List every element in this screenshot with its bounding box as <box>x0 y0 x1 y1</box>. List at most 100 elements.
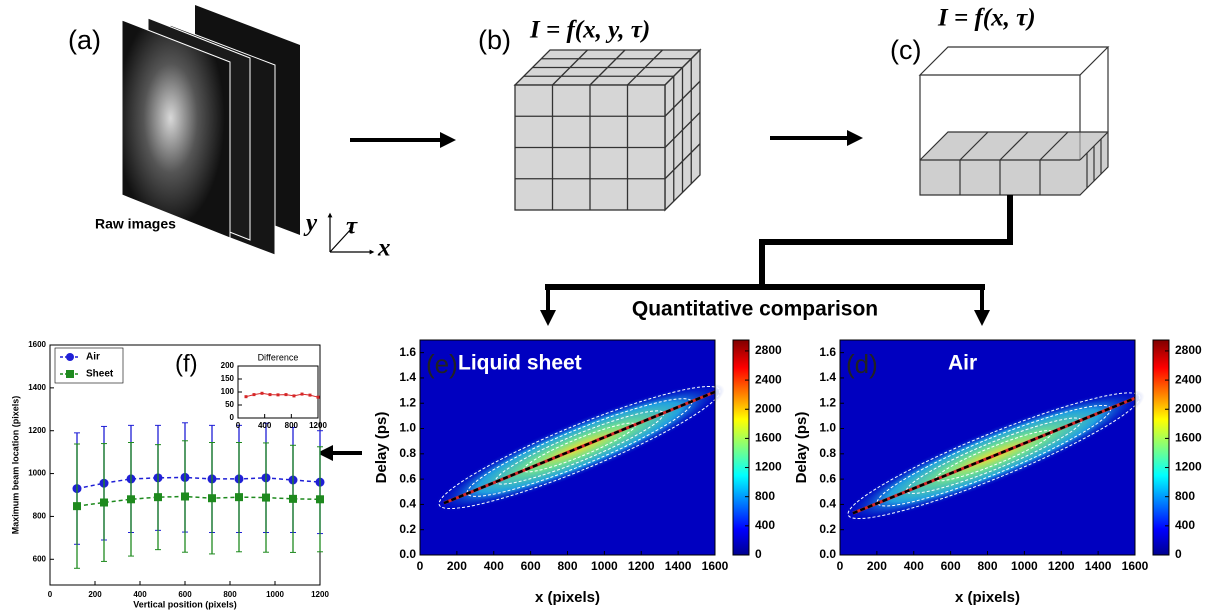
cube-edge <box>664 143 701 180</box>
x-tick-label: 1200 <box>1048 559 1075 573</box>
formula: I = f(x, y, τ) <box>529 17 650 44</box>
panel-label: (b) <box>478 25 511 55</box>
colorbar-label: 400 <box>755 518 775 532</box>
y-axis-title: Delay (ps) <box>373 412 390 484</box>
y-tick-label: 0 <box>230 413 235 422</box>
colorbar-label: 0 <box>755 547 762 561</box>
colorbar <box>732 339 750 556</box>
x-tick-label: 400 <box>258 421 272 430</box>
x-tick-label: 400 <box>484 559 504 573</box>
marker <box>244 395 248 399</box>
x-tick-label: 800 <box>223 590 237 599</box>
cube-edge <box>999 131 1029 161</box>
slab <box>919 131 1109 196</box>
y-tick-label: 0.0 <box>399 547 416 561</box>
x-tick-label: 800 <box>977 559 997 573</box>
y-tick-label: 1.2 <box>819 395 836 409</box>
inset-frame <box>237 365 319 419</box>
series-line <box>76 495 321 507</box>
panel-label: (e) <box>426 349 458 379</box>
legend-label: Sheet <box>86 369 114 380</box>
colorbar-label: 1200 <box>1175 460 1202 474</box>
legend-marker <box>66 370 74 378</box>
y-tick-label: 1000 <box>28 469 46 478</box>
legend-marker <box>66 353 74 361</box>
fit-line-dashed <box>852 397 1136 515</box>
marker <box>316 395 320 399</box>
y-axis-title: Maximum beam location (pixels) <box>10 396 20 535</box>
axes-icon <box>327 212 375 255</box>
y-axis-title: Delay (ps) <box>793 412 810 484</box>
y-tick-label: 0.2 <box>399 522 416 536</box>
cube-edge <box>959 131 989 161</box>
x-tick-label: 600 <box>178 590 192 599</box>
marker <box>276 393 280 397</box>
panel-label: (c) <box>890 35 921 65</box>
marker <box>260 391 264 395</box>
y-tick-label: 100 <box>221 387 235 396</box>
panel-label: (f) <box>175 350 198 377</box>
x-tick-label: 1200 <box>309 421 327 430</box>
x-tick-label: 1200 <box>628 559 655 573</box>
colorbar-label: 800 <box>1175 489 1195 503</box>
y-tick-label: 1.0 <box>399 421 416 435</box>
y-tick-label: 1.2 <box>399 395 416 409</box>
comparison-label: Quantitative comparison <box>632 298 878 321</box>
fit-line-dashed <box>443 390 716 505</box>
plot-title: Air <box>948 352 977 375</box>
marker <box>154 493 162 502</box>
x-tick-label: 400 <box>904 559 924 573</box>
marker <box>289 494 297 503</box>
y-tick-label: 150 <box>221 374 235 383</box>
legend-label: Air <box>86 352 100 363</box>
x-tick-label: 600 <box>521 559 541 573</box>
y-tick-label: 50 <box>225 400 234 409</box>
colorbar-label: 2000 <box>755 401 782 415</box>
cube-edge <box>918 46 1110 76</box>
y-tick-label: 1200 <box>28 426 46 435</box>
cube-edge <box>627 49 663 86</box>
colorbar-label: 2000 <box>1175 401 1202 415</box>
marker <box>300 392 304 396</box>
y-tick-label: 200 <box>221 361 235 370</box>
y-tick-label: 0.2 <box>819 522 836 536</box>
x-tick-label: 1400 <box>665 559 692 573</box>
colorbar <box>1152 339 1170 556</box>
y-tick-label: 1.0 <box>819 421 836 435</box>
x-tick-label: 0 <box>837 559 844 573</box>
x-tick-label: 1000 <box>591 559 618 573</box>
legend-box <box>54 347 124 384</box>
y-tick-label: 1400 <box>28 383 46 392</box>
panel-label: (d) <box>846 349 878 379</box>
y-tick-label: 0.4 <box>819 497 836 511</box>
marker <box>316 495 324 504</box>
formula: I = f(x, τ) <box>937 5 1036 32</box>
marker <box>127 495 135 504</box>
colorbar-label: 0 <box>1175 547 1182 561</box>
marker <box>100 498 108 507</box>
caption: Raw images <box>95 216 176 232</box>
cube <box>918 46 1110 196</box>
x-axis-title: x (pixels) <box>955 589 1020 606</box>
y-tick-label: 0.8 <box>819 446 836 460</box>
panel-label: (a) <box>68 25 101 55</box>
y-tick-label: 1.4 <box>399 370 416 384</box>
marker <box>262 493 270 502</box>
axis-label: y <box>303 210 318 237</box>
marker <box>73 502 81 511</box>
y-tick-label: 0.6 <box>399 471 416 485</box>
x-tick-label: 0 <box>48 590 53 599</box>
y-tick-label: 0.8 <box>399 446 416 460</box>
marker <box>268 393 272 397</box>
y-tick-label: 0.4 <box>399 497 416 511</box>
x-tick-label: 800 <box>285 421 299 430</box>
series-line <box>245 392 319 398</box>
marker <box>181 492 189 501</box>
inset-title: Difference <box>258 352 299 362</box>
cube-edge <box>664 112 701 148</box>
marker <box>252 393 256 397</box>
colorbar-label: 1600 <box>755 431 782 445</box>
axis-label: x <box>377 235 391 262</box>
x-tick-label: 1600 <box>1122 559 1149 573</box>
